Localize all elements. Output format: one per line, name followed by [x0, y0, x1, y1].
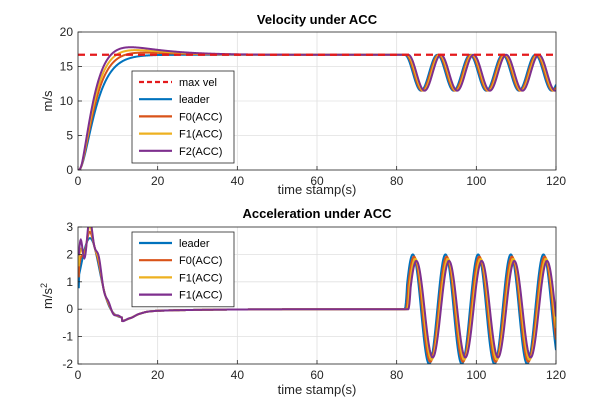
acceleration-y-axis-label-sup: 2 — [39, 283, 49, 288]
acceleration-y-tick-label: 1 — [66, 275, 73, 289]
acceleration-x-tick-label: 0 — [75, 368, 82, 382]
velocity-x-tick-label: 60 — [310, 174, 324, 188]
velocity-y-tick-label: 5 — [66, 129, 73, 143]
velocity-y-tick-label: 10 — [60, 94, 74, 108]
acceleration-y-tick-label: -2 — [62, 357, 73, 371]
acceleration-chart-title: Acceleration under ACC — [242, 206, 392, 221]
acceleration-legend-label: F1(ACC) — [179, 290, 222, 302]
acceleration-legend: leader F0(ACC) F1(ACC) F1(ACC) — [131, 231, 235, 308]
velocity-chart-title: Velocity under ACC — [257, 12, 378, 27]
acceleration-legend-label: F1(ACC) — [179, 272, 222, 284]
acceleration-y-tick-label: -1 — [62, 330, 73, 344]
velocity-x-tick-label: 80 — [390, 174, 404, 188]
acceleration-legend-label: leader — [179, 238, 210, 250]
velocity-x-tick-label: 20 — [151, 174, 165, 188]
acceleration-x-tick-label: 60 — [310, 368, 324, 382]
acceleration-y-tick-label: 0 — [66, 302, 73, 316]
acceleration-ticks: 0 20 40 60 80 100 120 -2 -1 0 1 2 3 — [62, 220, 566, 382]
acceleration-y-tick-label: 2 — [66, 247, 73, 261]
acceleration-y-tick-label: 3 — [66, 220, 73, 234]
acceleration-x-tick-label: 120 — [546, 368, 566, 382]
velocity-y-tick-label: 0 — [66, 163, 73, 177]
acceleration-chart: Acceleration under ACC 0 20 40 60 80 100 120-2… — [39, 206, 566, 397]
velocity-series-group — [78, 46, 556, 170]
velocity-x-axis-label: time stamp(s) — [278, 182, 357, 197]
velocity-legend-label: F1(ACC) — [179, 129, 222, 141]
acceleration-y-axis-label-base: m/s — [40, 288, 55, 309]
acceleration-x-tick-label: 100 — [466, 368, 486, 382]
velocity-legend-label: max vel — [179, 77, 217, 89]
velocity-legend: max vel leader F0(ACC) F1(ACC) F2(ACC) — [131, 70, 235, 164]
velocity-x-tick-label: 100 — [466, 174, 486, 188]
velocity-series-3 — [78, 46, 556, 170]
acceleration-series-3 — [78, 227, 556, 359]
velocity-x-tick-label: 40 — [231, 174, 245, 188]
velocity-y-tick-label: 20 — [60, 25, 74, 39]
acceleration-x-axis-label: time stamp(s) — [278, 382, 357, 397]
velocity-ticks: 0 20 40 60 80 100 120 0 5 10 15 20 — [60, 25, 567, 188]
velocity-legend-label: F2(ACC) — [179, 146, 222, 158]
velocity-x-tick-label: 0 — [75, 174, 82, 188]
acceleration-x-tick-label: 80 — [390, 368, 404, 382]
acceleration-legend-label: F0(ACC) — [179, 255, 222, 267]
velocity-x-tick-label: 120 — [546, 174, 566, 188]
acceleration-x-tick-label: 40 — [231, 368, 245, 382]
velocity-legend-label: leader — [179, 94, 210, 106]
velocity-chart: Velocity under ACC 0 20 40 60 80 100 120 0 5 10 15… — [40, 12, 566, 197]
acceleration-y-axis-label: m/s2 — [39, 283, 55, 309]
velocity-legend-label: F0(ACC) — [179, 111, 222, 123]
acceleration-x-tick-label: 20 — [151, 368, 165, 382]
velocity-y-axis-label: m/s — [40, 90, 55, 111]
acceleration-series-group — [78, 227, 556, 364]
velocity-y-tick-label: 15 — [60, 60, 74, 74]
